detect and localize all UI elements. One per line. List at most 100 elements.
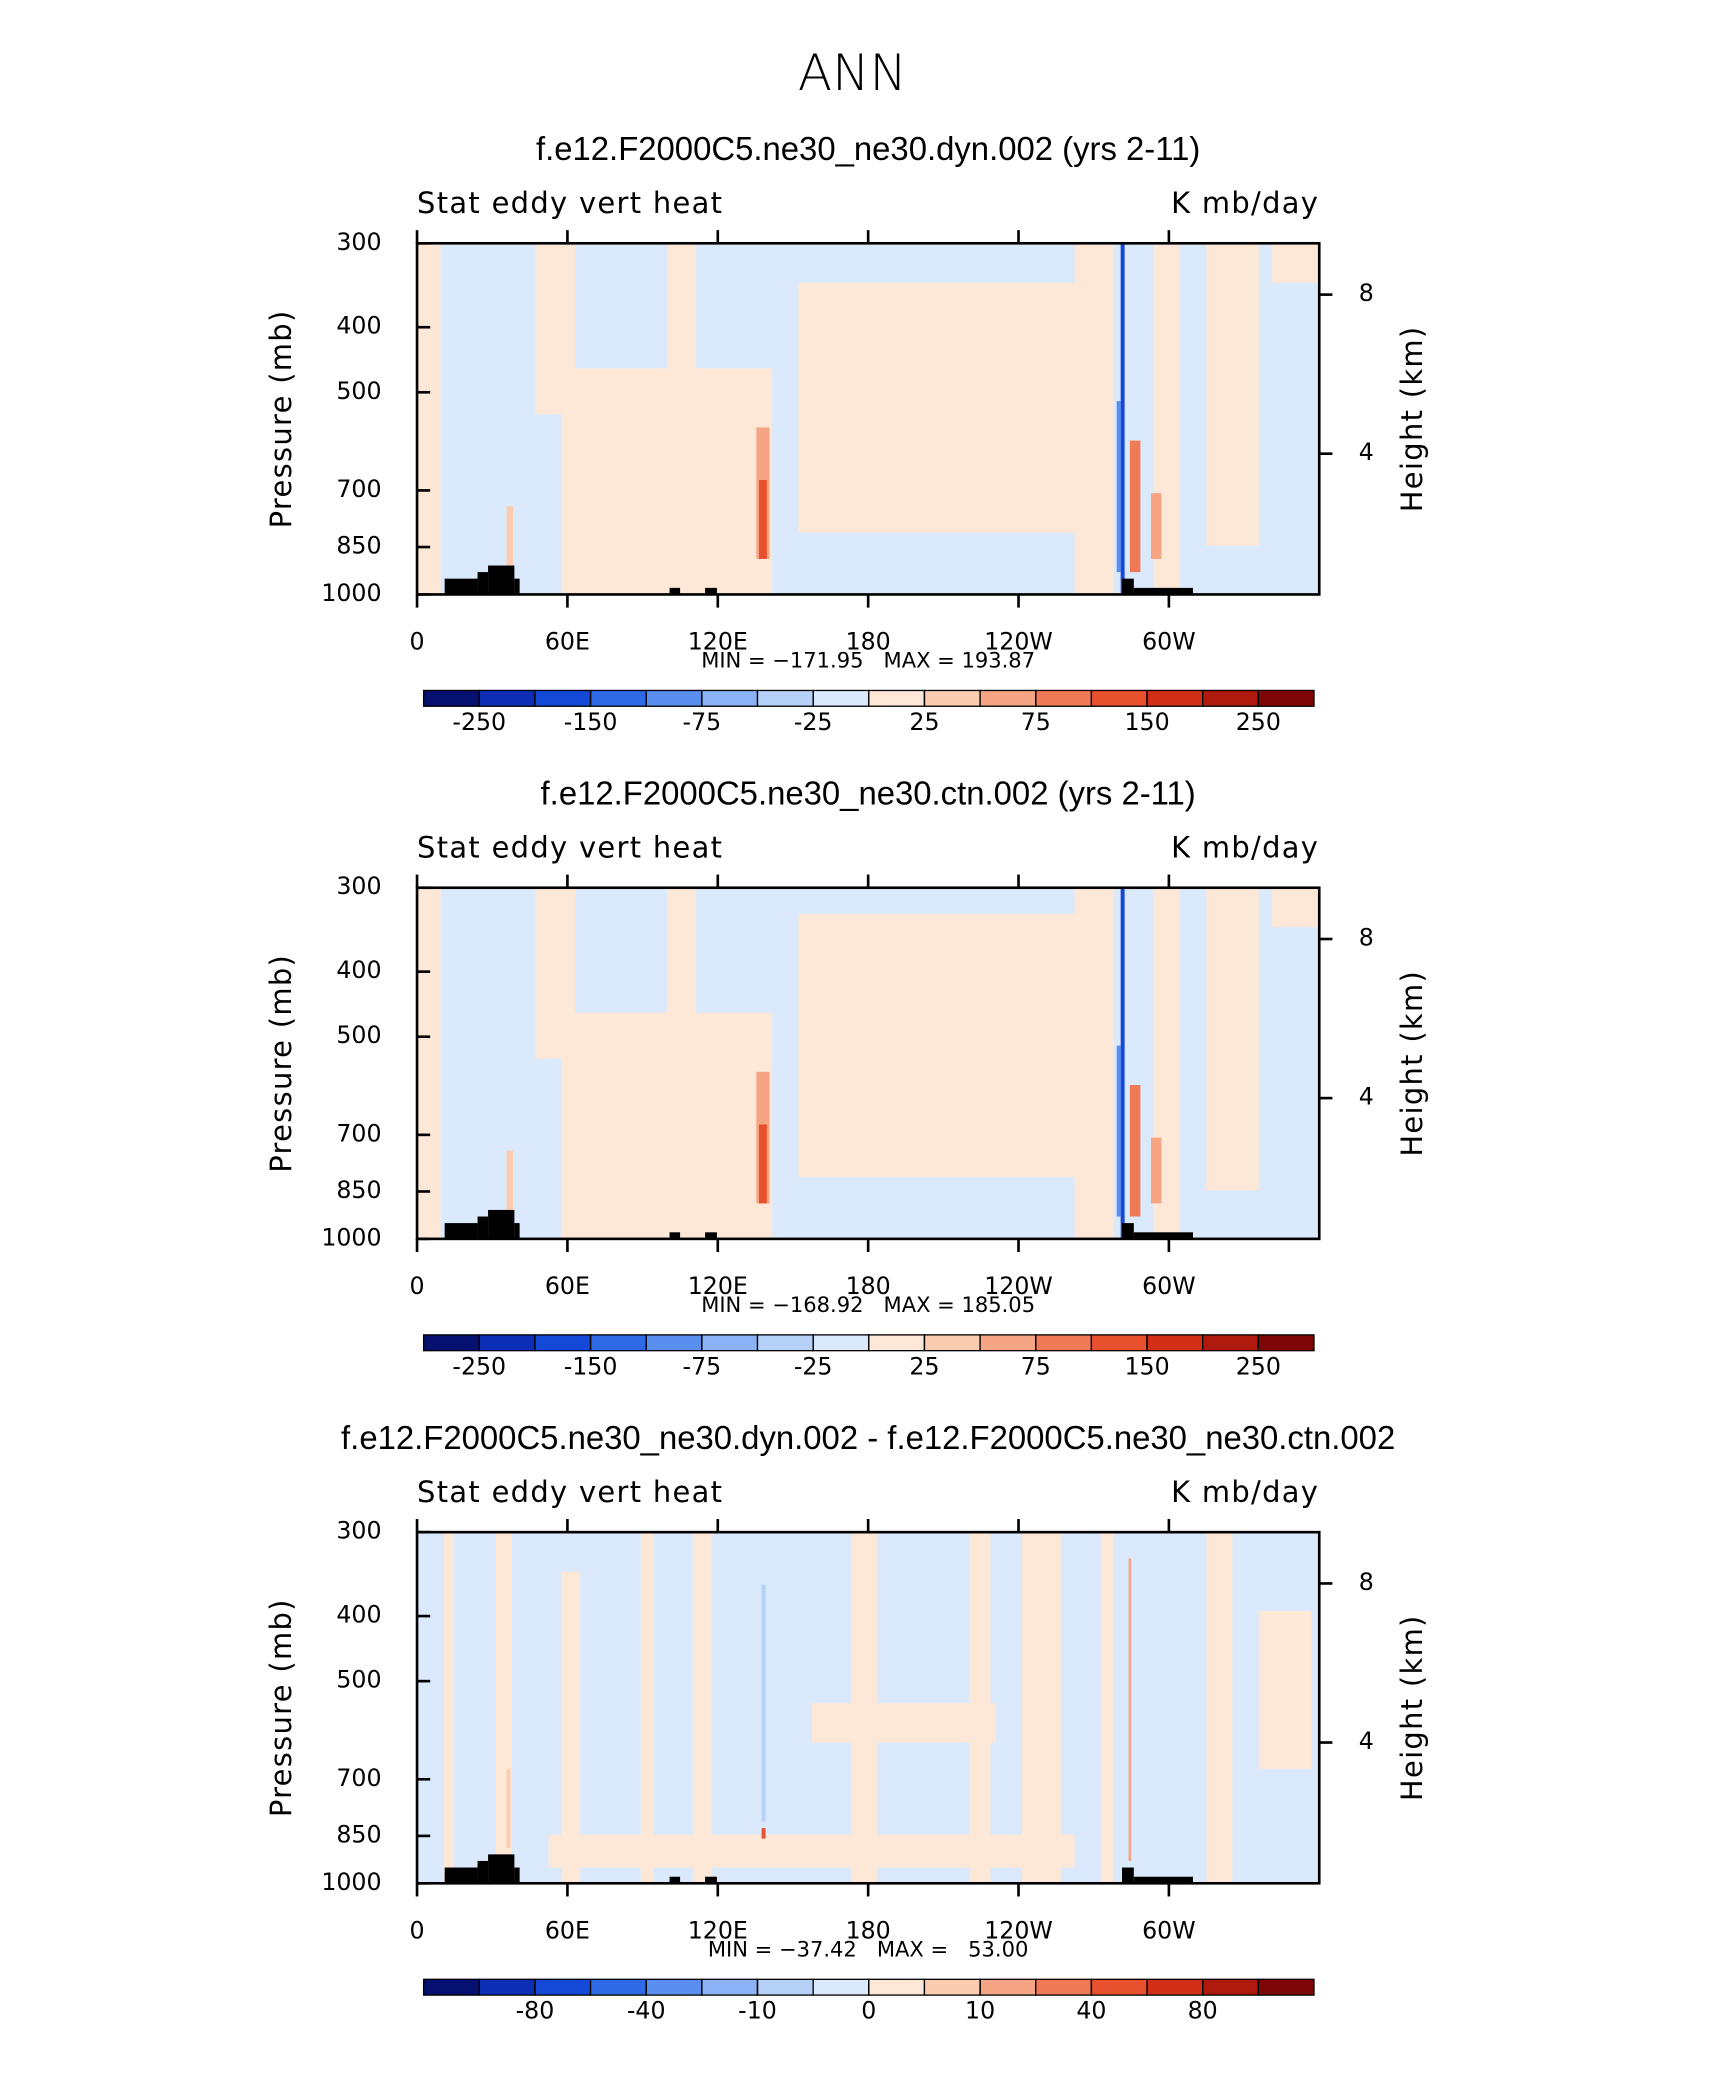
colorbar-box [534,1978,592,1996]
left-label: Stat eddy vert heat [417,1475,723,1509]
contour-region [758,1124,767,1204]
y-tick-label: 1000 [321,1223,381,1251]
colorbar-box [979,1978,1037,1996]
contour-region [1022,1532,1062,1884]
y2-tick-label: 4 [1359,438,1374,466]
x-tick-label: 120E [688,628,748,656]
colorbar-box [923,1978,981,1996]
contour-region [1206,887,1259,1191]
y-tick-label: 1000 [321,1868,381,1896]
topography [1133,1876,1193,1884]
topography [514,578,520,595]
colorbar-box [812,689,870,707]
contour-region [1206,243,1259,546]
contour-region [798,282,1101,533]
colorbar-box [812,1978,870,1996]
contour-region [561,1012,773,1239]
y2-tick-label: 8 [1359,1568,1374,1596]
colorbar-label: -25 [794,1352,833,1380]
contour-region [666,243,696,595]
colorbar-label: -250 [452,1352,506,1380]
y-tick-label: 500 [336,1021,381,1049]
colorbar-box [1257,689,1315,707]
y2-axis-label: Height (km) [1395,325,1429,512]
colorbar-box [979,1334,1037,1352]
topography [488,565,515,595]
colorbar-box [868,1334,926,1352]
topography [669,1232,681,1239]
colorbar-label: -40 [627,1997,666,2025]
colorbar-box [478,1978,536,1996]
colorbar-label: 75 [1021,708,1051,736]
y-tick-label: 850 [336,1820,381,1848]
contour-region [417,243,441,595]
contour-region [666,887,696,1239]
colorbar-box [645,1334,703,1352]
contour-region [758,480,767,559]
contour-region [798,914,1101,1178]
colorbar-box [1146,689,1204,707]
y-tick-label: 850 [336,1176,381,1204]
topography [488,1854,515,1884]
topography [477,1860,489,1884]
x-tick-label: 60E [545,628,590,656]
x-tick-label: 60E [545,1272,590,1300]
colorbar-box [422,1978,480,1996]
y2-axis-label: Height (km) [1395,1614,1429,1801]
colorbar-label: 150 [1124,708,1169,736]
min-max: MIN = −171.95 MAX = 193.87 [701,648,1035,673]
colorbar-box [645,689,703,707]
panel-title: f.e12.F2000C5.ne30_ne30.ctn.002 (yrs 2-1… [541,774,1196,811]
x-tick-label: 120E [688,1272,748,1300]
contour-region [1206,1532,1233,1884]
y2-axis-label: Height (km) [1395,970,1429,1157]
colorbar-box [923,1334,981,1352]
colorbar-box [868,689,926,707]
y-tick-label: 400 [336,312,381,340]
colorbar-box [1146,1978,1204,1996]
y-tick-label: 500 [336,1666,381,1694]
colorbar-box [1146,1334,1204,1352]
contour-region [443,1532,454,1884]
topography [477,1216,489,1239]
colorbar-label: 0 [861,1997,876,2025]
colorbar-box [1090,1978,1148,1996]
colorbar-box [756,1978,814,1996]
right-label: K mb/day [1171,186,1319,220]
contour-region [1074,243,1115,595]
colorbar-label: 75 [1021,1352,1051,1380]
colorbar-label: 40 [1076,1997,1106,2025]
contour-region [1128,1558,1132,1861]
min-max: MIN = −37.42 MAX = 53.00 [708,1936,1028,1961]
colorbar-label: -150 [564,708,618,736]
colorbar-box [756,1334,814,1352]
contour-region [761,1828,766,1839]
colorbar-box [478,689,536,707]
y-axis-label: Pressure (mb) [264,954,298,1173]
colorbar-box [589,1978,647,1996]
x-tick-label: 120E [688,1916,748,1944]
contour-region [1129,1085,1141,1217]
topography [705,587,717,595]
x-tick-label: 60W [1142,1272,1196,1300]
colorbar-box [1090,1334,1148,1352]
y-tick-label: 850 [336,532,381,560]
colorbar-box [1257,1978,1315,1996]
y-tick-label: 400 [336,956,381,984]
colorbar-label: 150 [1124,1352,1169,1380]
contour-region [811,1703,996,1743]
contour-region [548,1834,1075,1868]
y-tick-label: 300 [336,1517,381,1545]
topography [1121,1223,1134,1239]
y-tick-label: 1000 [321,579,381,607]
topography [444,578,478,595]
x-tick-label: 0 [410,1916,425,1944]
colorbar-box [534,689,592,707]
colorbar-label: -75 [683,708,722,736]
topography [444,1223,478,1239]
colorbar-box [589,1334,647,1352]
topography [514,1223,520,1239]
left-label: Stat eddy vert heat [417,186,723,220]
colorbar-box [1035,1978,1093,1996]
colorbar-label: -75 [683,1352,722,1380]
